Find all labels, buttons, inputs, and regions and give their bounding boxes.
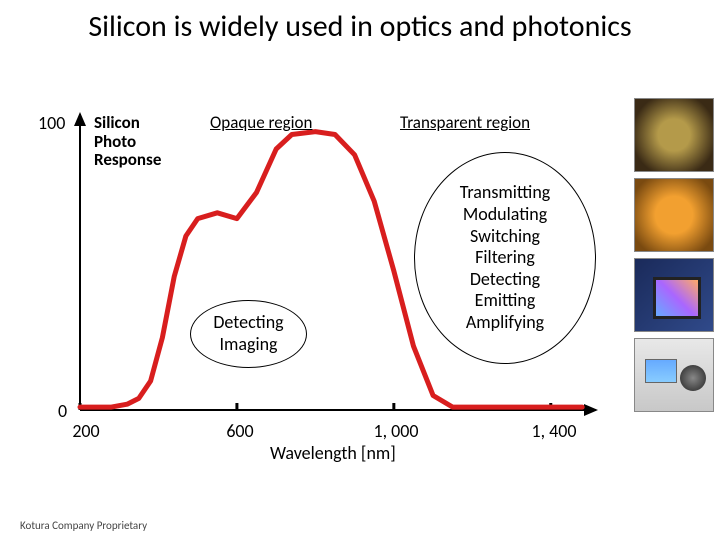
transparent-callout: Transmitting Modulating Switching Filter… <box>414 152 596 364</box>
callout-line: Imaging <box>191 334 306 356</box>
page-title: Silicon is widely used in optics and pho… <box>0 0 720 45</box>
series-label-l1: Silicon <box>94 114 161 133</box>
callout-line: Detecting <box>191 312 306 334</box>
response-chart: 100 0 Silicon Photo Response Opaque regi… <box>20 110 610 490</box>
callout-line: Detecting <box>415 269 595 291</box>
y-tick-0: 0 <box>58 400 67 422</box>
series-label-l3: Response <box>94 151 161 170</box>
photo-strip <box>634 98 714 412</box>
x-tick-1400: 1, 400 <box>524 420 584 442</box>
callout-line: Amplifying <box>415 312 595 334</box>
footer-proprietary: Kotura Company Proprietary <box>20 519 147 532</box>
x-axis-title: Wavelength [nm] <box>270 442 396 464</box>
photo-wafer-orange <box>634 178 714 252</box>
x-tick-600: 600 <box>220 420 260 442</box>
callout-line: Filtering <box>415 247 595 269</box>
opaque-region-label: Opaque region <box>210 112 312 133</box>
photo-imaging-chip <box>634 258 714 332</box>
transparent-region-label: Transparent region <box>400 112 530 133</box>
callout-line: Emitting <box>415 290 595 312</box>
callout-line: Transmitting <box>415 182 595 204</box>
x-tick-1000: 1, 000 <box>366 420 426 442</box>
y-tick-100: 100 <box>38 112 65 134</box>
x-tick-200: 200 <box>66 420 106 442</box>
callout-line: Modulating <box>415 204 595 226</box>
series-label: Silicon Photo Response <box>94 114 161 170</box>
callout-line: Switching <box>415 226 595 248</box>
photo-camera <box>634 338 714 412</box>
photo-wafer-dark <box>634 98 714 172</box>
opaque-callout: Detecting Imaging <box>190 300 307 368</box>
